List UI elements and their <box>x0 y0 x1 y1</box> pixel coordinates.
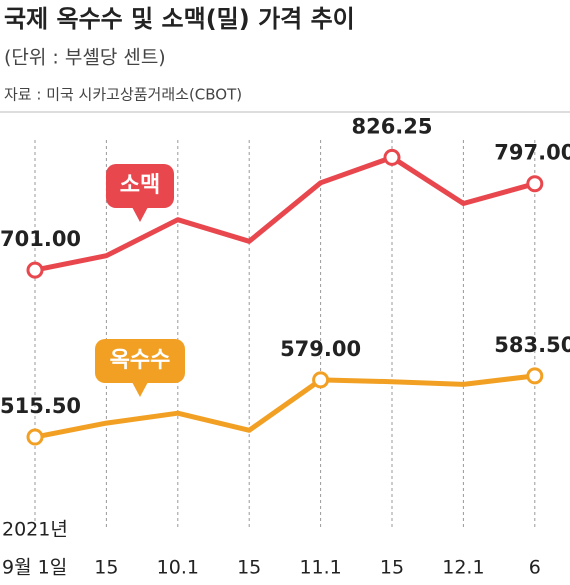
subtitle: (단위 : 부셸당 센트) <box>4 47 166 69</box>
marker <box>526 175 544 193</box>
line <box>34 373 536 440</box>
line <box>34 154 536 273</box>
marker <box>26 428 44 446</box>
source: 자료 : 미국 시카고상품거래소(CBOT) <box>4 86 242 104</box>
x-tick-label: 15 <box>380 557 404 579</box>
value-label: 515.50 <box>0 394 81 418</box>
x-tick-label: 15 <box>237 557 261 579</box>
chart-title: 국제 옥수수 및 소맥(밀) 가격 추이 <box>4 5 355 33</box>
value-label: 797.00 <box>494 141 570 165</box>
marker <box>526 367 544 385</box>
legend-label: 옥수수 <box>110 348 171 373</box>
year-label: 2021년 <box>2 519 68 541</box>
x-tick-label: 6 <box>529 557 541 579</box>
value-label: 583.50 <box>494 333 570 357</box>
marker <box>312 371 330 389</box>
x-tick-label: 12.1 <box>442 557 484 579</box>
x-tick-label: 9월 1일 <box>2 557 67 579</box>
legend-pointer <box>132 382 148 397</box>
x-tick-label: 10.1 <box>157 557 199 579</box>
x-tick-label: 11.1 <box>299 557 341 579</box>
value-label: 579.00 <box>280 337 361 361</box>
value-label: 826.25 <box>351 114 432 138</box>
legend-box <box>106 164 174 208</box>
value-label: 701.00 <box>0 227 81 251</box>
marker <box>26 261 44 279</box>
legend-label: 소맥 <box>120 173 160 198</box>
marker <box>383 148 401 166</box>
legend-pointer <box>132 207 148 222</box>
x-tick-label: 15 <box>94 557 118 579</box>
legend-box <box>95 339 185 383</box>
